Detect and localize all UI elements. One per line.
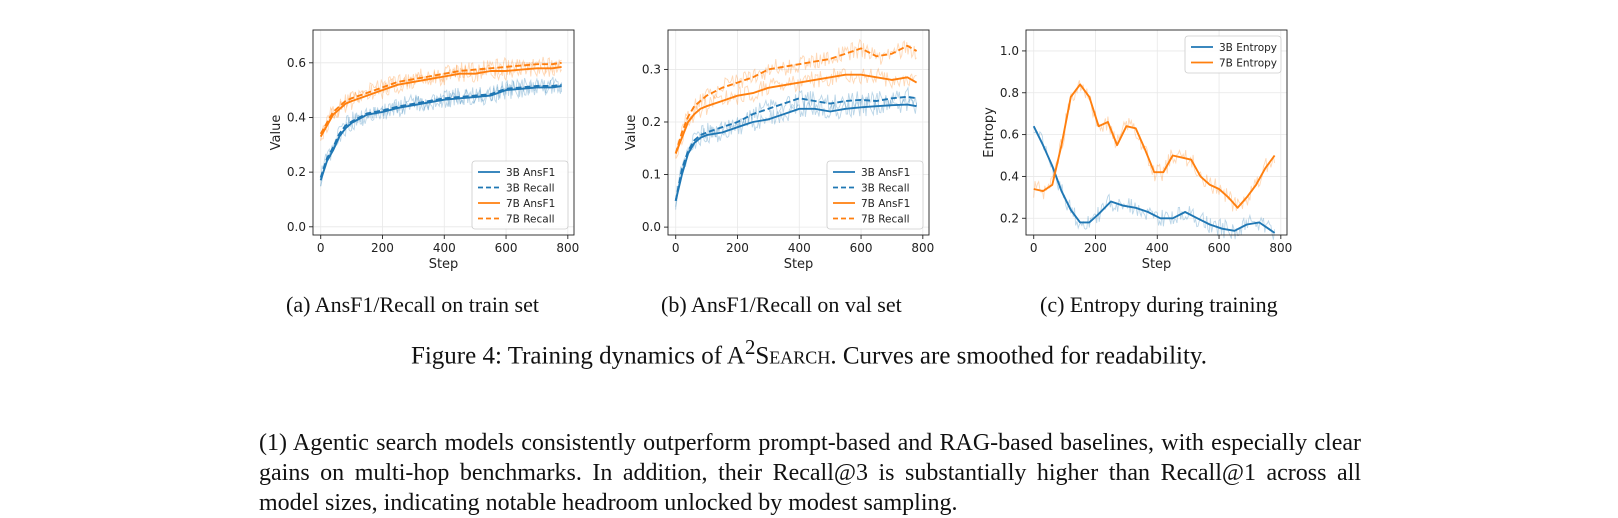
legend-label: 3B Recall bbox=[861, 182, 910, 194]
x-tick-label: 400 bbox=[788, 241, 811, 255]
x-tick-label: 400 bbox=[433, 241, 456, 255]
subcaption-a: (a) AnsF1/Recall on train set bbox=[286, 292, 539, 317]
y-tick-label: 1.0 bbox=[1000, 44, 1019, 58]
y-tick-label: 0.4 bbox=[287, 110, 306, 124]
series-line bbox=[1033, 83, 1276, 209]
x-tick-label: 0 bbox=[317, 241, 325, 255]
y-tick-label: 0.2 bbox=[642, 115, 661, 129]
legend-label: 3B AnsF1 bbox=[861, 167, 910, 179]
series-line bbox=[674, 44, 918, 154]
series-raw-line bbox=[675, 86, 918, 210]
x-tick-label: 600 bbox=[495, 241, 518, 255]
x-tick-label: 0 bbox=[1030, 241, 1038, 255]
legend-label: 7B Recall bbox=[861, 213, 910, 225]
y-tick-label: 0.0 bbox=[287, 220, 306, 234]
x-tick-label: 800 bbox=[1269, 241, 1292, 255]
legend-label: 7B AnsF1 bbox=[506, 198, 555, 210]
x-tick-label: 800 bbox=[556, 241, 579, 255]
series-line bbox=[1032, 125, 1276, 234]
y-tick-label: 0.6 bbox=[1000, 128, 1019, 142]
x-axis-label: Step bbox=[784, 257, 814, 272]
series-raw-line bbox=[320, 56, 562, 140]
chart-b: 0 200 400 600 800 0.0 0.1 0.2 0.3 Step Value 3B Ans… bbox=[624, 29, 934, 272]
legend-box bbox=[826, 160, 924, 230]
x-axis-label: Step bbox=[429, 257, 459, 272]
series-line bbox=[319, 65, 562, 138]
x-tick-label: 400 bbox=[1146, 241, 1169, 255]
y-axis-label: Entropy bbox=[982, 107, 997, 158]
legend-label: 3B Entropy bbox=[1219, 42, 1277, 54]
y-axis-label: Value bbox=[624, 115, 639, 151]
subcaption-c: (c) Entropy during training bbox=[1040, 292, 1278, 317]
x-tick-label: 0 bbox=[672, 241, 680, 255]
y-tick-label: 0.6 bbox=[287, 56, 306, 70]
y-tick-label: 0.0 bbox=[642, 220, 661, 234]
y-tick-label: 0.4 bbox=[1000, 169, 1019, 183]
series-raw-line bbox=[1033, 80, 1276, 212]
series-raw-line bbox=[320, 76, 563, 187]
figure-caption-prefix: Figure 4: Training dynamics of A bbox=[410, 342, 745, 370]
figure-caption-name: Search bbox=[755, 342, 831, 370]
x-tick-label: 200 bbox=[726, 241, 749, 255]
chart-panel-b: 0 200 400 600 800 0.0 0.1 0.2 0.3 Step Value 3B Ans… bbox=[620, 20, 940, 280]
figure-caption-suffix: . Curves are smoothed for readability. bbox=[830, 342, 1208, 370]
series-line bbox=[319, 85, 562, 181]
chart-a: 0 200 400 600 800 0.0 0.2 0.4 0.6 Step Value 3B Ans… bbox=[269, 29, 579, 272]
legend-box bbox=[1184, 35, 1282, 74]
subcaption-b: (b) AnsF1/Recall on val set bbox=[661, 292, 902, 317]
y-tick-label: 0.1 bbox=[642, 168, 661, 182]
axes-frame bbox=[312, 29, 575, 236]
figure-caption-sup: 2 bbox=[744, 335, 756, 359]
x-tick-label: 600 bbox=[1208, 241, 1231, 255]
body-paragraph: (1) Agentic search models consistently o… bbox=[259, 430, 1361, 516]
y-axis-label: Value bbox=[269, 115, 284, 151]
x-axis-label: Step bbox=[1142, 257, 1172, 272]
x-tick-label: 600 bbox=[850, 241, 873, 255]
y-tick-label: 0.2 bbox=[1000, 211, 1019, 225]
chart-panel-c: 0 200 400 600 800 0.2 0.4 0.6 0.8 1.0 Step Entropy 3… bbox=[978, 20, 1298, 280]
chart-c: 0 200 400 600 800 0.2 0.4 0.6 0.8 1.0 Step Entropy 3… bbox=[982, 29, 1292, 272]
series-line bbox=[319, 61, 562, 135]
series-line bbox=[674, 95, 917, 201]
series-line bbox=[674, 103, 917, 202]
series-line bbox=[319, 83, 562, 178]
axes-frame bbox=[667, 29, 930, 236]
x-tick-label: 200 bbox=[371, 241, 394, 255]
legend-label: 3B Recall bbox=[506, 182, 555, 194]
x-tick-label: 800 bbox=[911, 241, 934, 255]
x-tick-label: 200 bbox=[1084, 241, 1107, 255]
axes-frame bbox=[1025, 29, 1288, 236]
y-tick-label: 0.2 bbox=[287, 165, 306, 179]
legend-label: 7B Recall bbox=[506, 213, 555, 225]
y-tick-label: 0.3 bbox=[642, 62, 661, 76]
legend-label: 3B AnsF1 bbox=[506, 167, 555, 179]
chart-panel-a: 0 200 400 600 800 0.0 0.2 0.4 0.6 Step Value 3B Ans… bbox=[265, 20, 585, 280]
legend-label: 7B AnsF1 bbox=[861, 198, 910, 210]
series-line bbox=[674, 73, 918, 154]
legend-box bbox=[471, 160, 569, 230]
y-tick-label: 0.8 bbox=[1000, 86, 1019, 100]
figure-caption: Figure 4: Training dynamics of A2Search.… bbox=[0, 335, 1618, 370]
series-raw-line bbox=[1033, 130, 1276, 240]
legend-label: 7B Entropy bbox=[1219, 57, 1277, 69]
